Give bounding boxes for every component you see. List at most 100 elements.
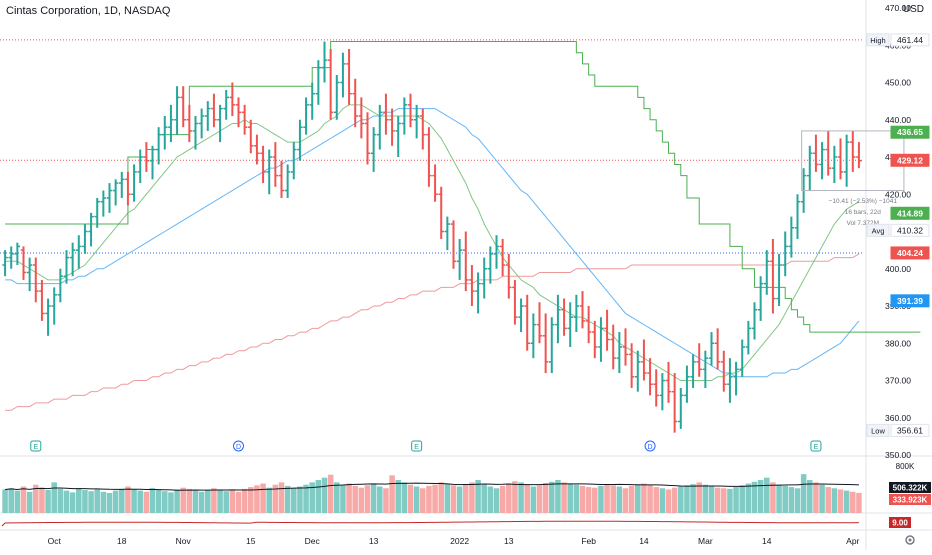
ohlc-bar (770, 238, 776, 314)
price-tag-box (890, 294, 930, 308)
volume-bar (757, 480, 764, 513)
price-tag-value: 356.61 (897, 425, 923, 435)
volume-bar (585, 487, 592, 513)
volume-bar (850, 491, 856, 513)
stop-line (5, 41, 921, 333)
volume-bar (174, 489, 180, 513)
ohlc-bar (635, 350, 641, 392)
ohlc-bar (14, 242, 21, 266)
ohlc-bar (493, 235, 500, 269)
ohlc-bar (334, 75, 340, 120)
ohlc-bar (321, 41, 328, 83)
ohlc-bar (788, 216, 795, 258)
volume-bar (745, 483, 752, 513)
volume-bar (616, 486, 623, 513)
volume-bar (119, 488, 125, 513)
price-tag-box (890, 153, 930, 167)
volume-bar (782, 485, 788, 513)
ohlc-bar (819, 142, 825, 180)
volume-bar (168, 492, 174, 513)
x-tick-label: 18 (117, 536, 127, 546)
volume-bar (825, 487, 831, 513)
ohlc-bar (309, 82, 315, 120)
ohlc-bar (112, 179, 119, 206)
volume-bar (211, 488, 217, 513)
ohlc-bar (205, 101, 211, 131)
ohlc-bar (401, 97, 408, 135)
ma-fast-line (5, 104, 860, 381)
ohlc-bar (764, 250, 770, 295)
ohlc-bar (856, 142, 862, 169)
ohlc-bar (8, 246, 14, 269)
ohlc-bar (733, 361, 739, 396)
ohlc-bar (260, 145, 266, 184)
ma-mid-line (5, 108, 860, 378)
volume-bar (315, 480, 322, 513)
volume-bar (733, 487, 739, 513)
ohlc-bar (352, 78, 358, 128)
volume-bar (487, 486, 494, 513)
volume-bar (807, 480, 813, 513)
ohlc-bar (536, 302, 543, 344)
volume-bar (493, 488, 500, 513)
earnings-event-icon: E (411, 440, 423, 452)
volume-bar (776, 484, 782, 513)
volume-bar (690, 484, 696, 513)
ohlc-bar (284, 164, 291, 198)
volume-bar (352, 485, 358, 513)
volume-bar (635, 484, 641, 513)
ohlc-bar (106, 183, 113, 213)
volume-bar (598, 485, 604, 513)
dividend-event-icon: D (644, 440, 656, 452)
ohlc-bar (813, 134, 819, 172)
ma-slow-line (5, 253, 860, 411)
ohlc-bar (174, 86, 180, 135)
lower-pane-value: 9.00 (892, 519, 908, 528)
volume-bar (684, 485, 690, 513)
volume-bar (364, 485, 371, 513)
ohlc-bar (229, 82, 236, 117)
volume-bar (708, 486, 715, 513)
ohlc-bar (714, 328, 721, 370)
ohlc-bar (450, 220, 457, 269)
ohlc-bar (119, 171, 125, 198)
ohlc-bars (2, 41, 862, 433)
y-tick-label: 370.00 (885, 376, 911, 386)
ohlc-bar (825, 130, 831, 176)
ohlc-bar (702, 350, 709, 388)
price-tag-value: 404.24 (897, 248, 923, 258)
price-tag: High 461.44 (866, 33, 930, 47)
volume-bar (205, 490, 211, 513)
volume-bar (727, 488, 733, 513)
ohlc-bar (76, 235, 82, 269)
price-tag-label-box (866, 223, 890, 237)
volume-bar (671, 487, 678, 513)
volume-bar (653, 487, 659, 513)
ohlc-bar (346, 48, 352, 105)
price-tag: 414.89 (890, 206, 930, 220)
volume-bar (665, 489, 672, 513)
volume-bar (475, 480, 481, 513)
gear-icon (905, 535, 915, 545)
ohlc-bar (180, 86, 186, 128)
price-tag-value: 391.39 (897, 296, 923, 306)
volume-bar (696, 482, 702, 513)
ohlc-bar (223, 89, 229, 120)
volume-bar (444, 483, 451, 513)
volume-bar (751, 481, 758, 513)
ohlc-bar (469, 265, 475, 306)
volume-bar (370, 484, 377, 513)
price-tag-box (890, 206, 930, 220)
x-tick-label: Mar (698, 536, 713, 546)
price-tag-box (890, 423, 930, 437)
volume-bar (327, 474, 334, 513)
volume-bar (463, 484, 469, 513)
volume-bar (714, 487, 721, 513)
volume-bar (2, 489, 8, 513)
volume-average-tag: 333.923K (889, 494, 931, 505)
volume-bar (432, 484, 438, 513)
volume-bar (321, 477, 328, 513)
ohlc-bar (168, 104, 174, 143)
ohlc-bar (622, 328, 629, 366)
